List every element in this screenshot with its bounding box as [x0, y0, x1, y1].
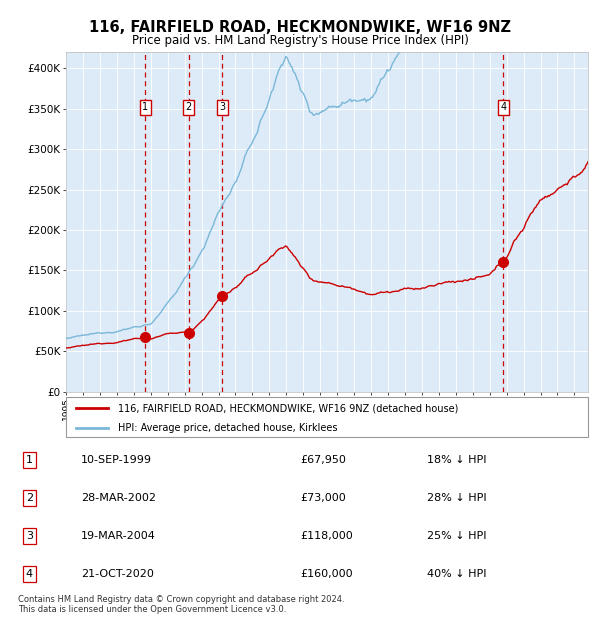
Text: 25% ↓ HPI: 25% ↓ HPI	[427, 531, 486, 541]
Text: 40% ↓ HPI: 40% ↓ HPI	[427, 569, 486, 579]
Text: 1: 1	[26, 455, 33, 465]
Text: £73,000: £73,000	[300, 493, 346, 503]
Text: £118,000: £118,000	[300, 531, 353, 541]
Text: 21-OCT-2020: 21-OCT-2020	[81, 569, 154, 579]
Text: 19-MAR-2004: 19-MAR-2004	[81, 531, 156, 541]
Text: Contains HM Land Registry data © Crown copyright and database right 2024.
This d: Contains HM Land Registry data © Crown c…	[18, 595, 344, 614]
Text: 18% ↓ HPI: 18% ↓ HPI	[427, 455, 486, 465]
Text: 28-MAR-2002: 28-MAR-2002	[81, 493, 156, 503]
Text: 116, FAIRFIELD ROAD, HECKMONDWIKE, WF16 9NZ: 116, FAIRFIELD ROAD, HECKMONDWIKE, WF16 …	[89, 20, 511, 35]
Text: 2: 2	[185, 102, 191, 112]
Text: 28% ↓ HPI: 28% ↓ HPI	[427, 493, 487, 503]
Text: 3: 3	[219, 102, 225, 112]
FancyBboxPatch shape	[66, 397, 588, 437]
Text: 4: 4	[500, 102, 506, 112]
Text: £160,000: £160,000	[300, 569, 353, 579]
Text: 2: 2	[26, 493, 33, 503]
Text: 1: 1	[142, 102, 149, 112]
Text: HPI: Average price, detached house, Kirklees: HPI: Average price, detached house, Kirk…	[118, 423, 338, 433]
Text: 116, FAIRFIELD ROAD, HECKMONDWIKE, WF16 9NZ (detached house): 116, FAIRFIELD ROAD, HECKMONDWIKE, WF16 …	[118, 403, 458, 413]
Text: 4: 4	[26, 569, 33, 579]
Text: £67,950: £67,950	[300, 455, 346, 465]
Text: 10-SEP-1999: 10-SEP-1999	[81, 455, 152, 465]
Text: Price paid vs. HM Land Registry's House Price Index (HPI): Price paid vs. HM Land Registry's House …	[131, 34, 469, 47]
Text: 3: 3	[26, 531, 33, 541]
